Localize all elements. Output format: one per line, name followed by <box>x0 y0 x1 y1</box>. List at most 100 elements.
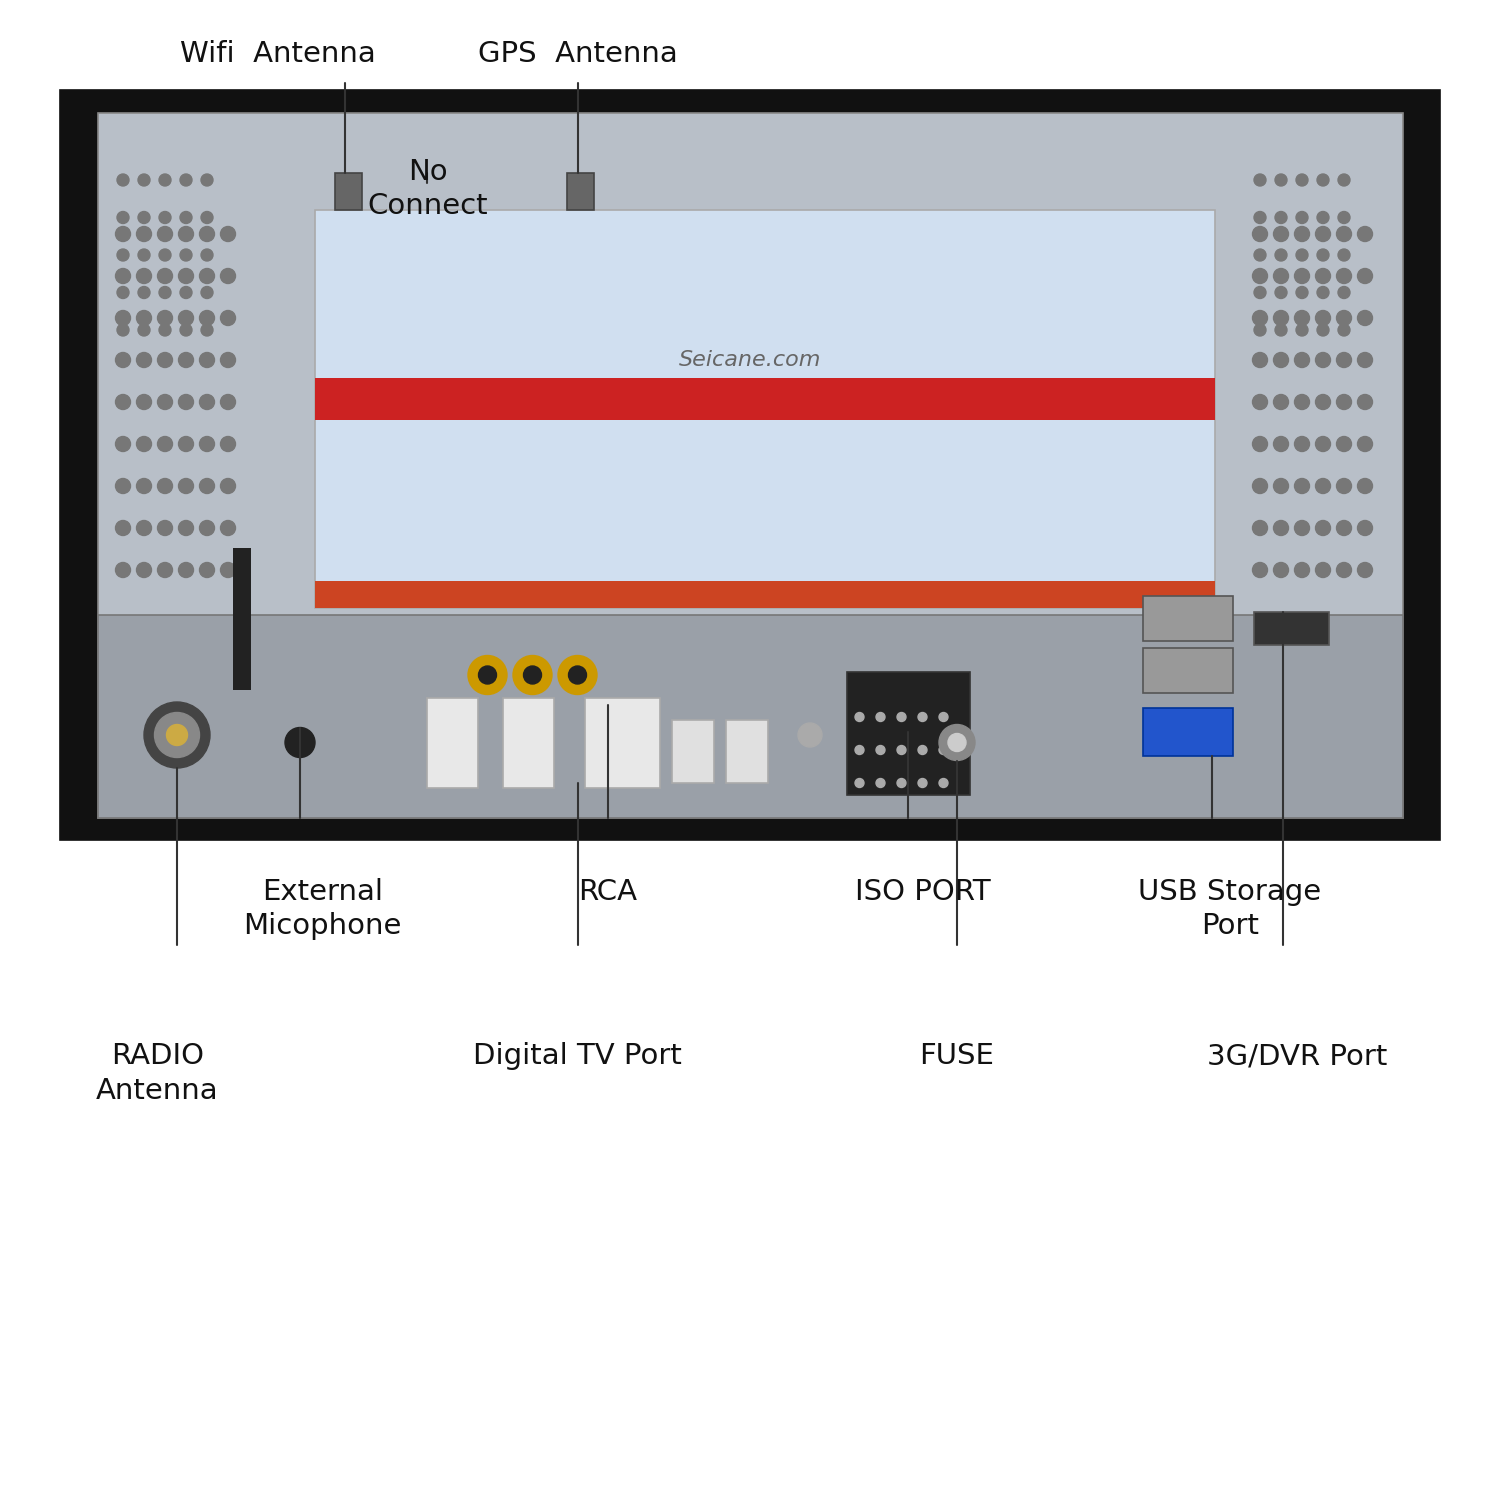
Circle shape <box>1252 226 1268 242</box>
Circle shape <box>876 712 885 722</box>
Circle shape <box>136 520 152 536</box>
FancyBboxPatch shape <box>315 580 1215 608</box>
Circle shape <box>178 268 194 284</box>
Circle shape <box>180 174 192 186</box>
Circle shape <box>524 666 542 684</box>
Circle shape <box>1336 520 1352 536</box>
Text: GPS  Antenna: GPS Antenna <box>477 39 678 68</box>
Circle shape <box>201 211 213 223</box>
Circle shape <box>178 352 194 368</box>
Circle shape <box>1296 174 1308 186</box>
Circle shape <box>116 310 130 326</box>
Circle shape <box>1316 562 1330 578</box>
Circle shape <box>116 394 130 410</box>
Circle shape <box>897 712 906 722</box>
Circle shape <box>513 656 552 694</box>
Circle shape <box>158 352 172 368</box>
Circle shape <box>1252 520 1268 536</box>
Circle shape <box>1252 310 1268 326</box>
FancyBboxPatch shape <box>503 698 554 788</box>
FancyBboxPatch shape <box>1143 648 1233 693</box>
FancyBboxPatch shape <box>60 90 1440 180</box>
Circle shape <box>1254 286 1266 298</box>
Circle shape <box>1275 174 1287 186</box>
Circle shape <box>478 666 496 684</box>
Circle shape <box>117 174 129 186</box>
Circle shape <box>1294 520 1310 536</box>
Text: RCA: RCA <box>578 878 638 906</box>
Text: Digital TV Port: Digital TV Port <box>472 1042 682 1071</box>
Circle shape <box>178 310 194 326</box>
FancyBboxPatch shape <box>98 112 1403 818</box>
Circle shape <box>1316 436 1330 451</box>
Circle shape <box>220 268 236 284</box>
Circle shape <box>1336 478 1352 494</box>
Circle shape <box>939 712 948 722</box>
Circle shape <box>201 286 213 298</box>
Circle shape <box>1358 352 1372 368</box>
Circle shape <box>1274 352 1288 368</box>
Circle shape <box>117 211 129 223</box>
Circle shape <box>1274 394 1288 410</box>
Circle shape <box>178 394 194 410</box>
Circle shape <box>159 174 171 186</box>
Circle shape <box>116 268 130 284</box>
Circle shape <box>1252 268 1268 284</box>
Circle shape <box>136 478 152 494</box>
Circle shape <box>116 436 130 451</box>
Text: ISO PORT: ISO PORT <box>855 878 990 906</box>
Circle shape <box>1296 249 1308 261</box>
Circle shape <box>180 249 192 261</box>
Circle shape <box>178 478 194 494</box>
Circle shape <box>136 310 152 326</box>
Circle shape <box>1296 211 1308 223</box>
Circle shape <box>158 310 172 326</box>
Circle shape <box>918 712 927 722</box>
Circle shape <box>1274 268 1288 284</box>
Circle shape <box>1336 436 1352 451</box>
Circle shape <box>159 324 171 336</box>
Circle shape <box>1317 211 1329 223</box>
Circle shape <box>1254 324 1266 336</box>
Circle shape <box>1336 394 1352 410</box>
Text: RADIO
Antenna: RADIO Antenna <box>96 1042 219 1106</box>
Circle shape <box>568 666 586 684</box>
Circle shape <box>798 723 822 747</box>
Circle shape <box>1274 478 1288 494</box>
Circle shape <box>138 324 150 336</box>
Circle shape <box>220 436 236 451</box>
Circle shape <box>1254 174 1266 186</box>
Circle shape <box>918 778 927 788</box>
Circle shape <box>1336 562 1352 578</box>
Circle shape <box>136 436 152 451</box>
Circle shape <box>939 724 975 760</box>
Circle shape <box>1252 478 1268 494</box>
Circle shape <box>116 352 130 368</box>
Text: FUSE: FUSE <box>920 1042 995 1071</box>
Circle shape <box>154 712 200 758</box>
Circle shape <box>220 352 236 368</box>
Circle shape <box>876 746 885 754</box>
Circle shape <box>159 249 171 261</box>
Circle shape <box>200 562 214 578</box>
Circle shape <box>138 249 150 261</box>
Circle shape <box>144 702 210 768</box>
Circle shape <box>158 436 172 451</box>
Circle shape <box>1316 268 1330 284</box>
FancyBboxPatch shape <box>334 172 362 210</box>
Circle shape <box>178 226 194 242</box>
FancyBboxPatch shape <box>427 698 478 788</box>
Circle shape <box>138 286 150 298</box>
Circle shape <box>876 778 885 788</box>
Circle shape <box>178 520 194 536</box>
Circle shape <box>138 211 150 223</box>
Circle shape <box>138 174 150 186</box>
Circle shape <box>220 478 236 494</box>
FancyBboxPatch shape <box>98 615 1403 818</box>
Circle shape <box>116 226 130 242</box>
Circle shape <box>220 226 236 242</box>
Circle shape <box>220 520 236 536</box>
Circle shape <box>1316 310 1330 326</box>
Circle shape <box>1316 226 1330 242</box>
Circle shape <box>558 656 597 694</box>
